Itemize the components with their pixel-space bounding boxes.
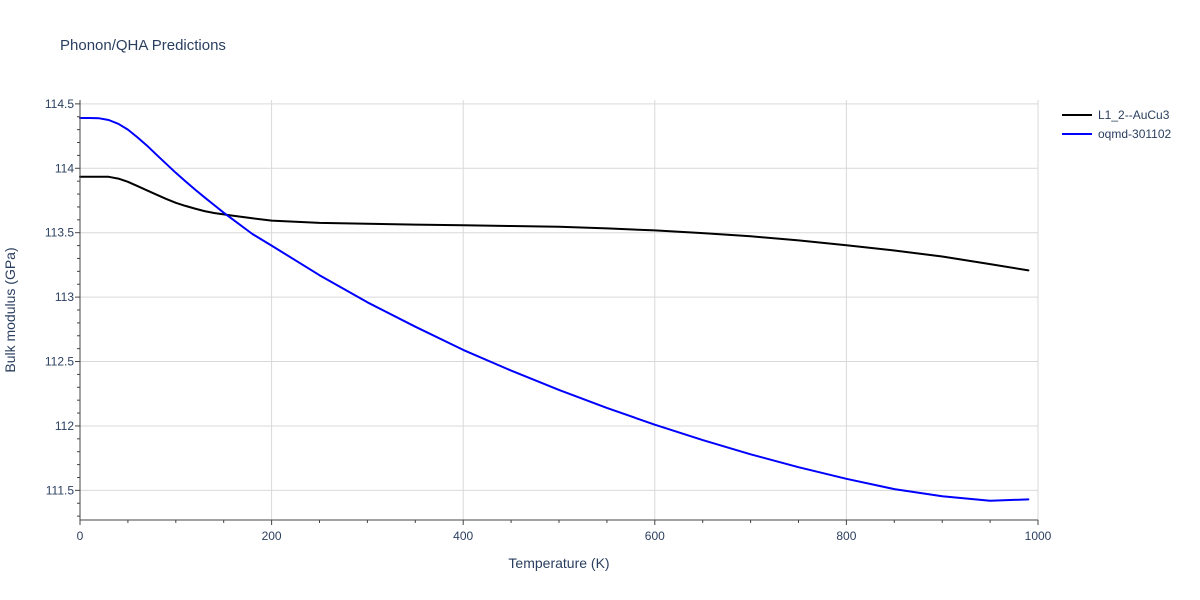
y-grid bbox=[80, 103, 1038, 491]
y-tick-label: 114 bbox=[55, 161, 74, 175]
y-axis: 111.5 112 112.5 113 113.5 114 114.5 bbox=[45, 97, 80, 517]
x-grid bbox=[271, 100, 1039, 520]
x-axis-title: Temperature (K) bbox=[508, 555, 609, 571]
series-line-0 bbox=[79, 175, 1030, 272]
legend-label: oqmd-301102 bbox=[1098, 127, 1171, 141]
x-tick-label: 600 bbox=[645, 529, 665, 543]
x-tick-label: 800 bbox=[836, 529, 856, 543]
legend-label: L1_2--AuCu3 bbox=[1098, 108, 1170, 122]
y-tick-label: 112 bbox=[55, 419, 74, 433]
chart-title: Phonon/QHA Predictions bbox=[60, 37, 226, 54]
x-tick-label: 1000 bbox=[1025, 529, 1052, 543]
y-tick-label: 114.5 bbox=[45, 97, 74, 111]
legend-item[interactable]: oqmd-301102 bbox=[1062, 127, 1171, 141]
series-line-1 bbox=[79, 117, 1030, 502]
x-tick-label: 0 bbox=[77, 529, 84, 543]
y-tick-label: 113 bbox=[55, 290, 74, 304]
legend-item[interactable]: L1_2--AuCu3 bbox=[1062, 108, 1170, 122]
y-tick-label: 112.5 bbox=[45, 355, 74, 369]
y-axis-title: Bulk modulus (GPa) bbox=[2, 247, 18, 372]
x-axis: 0 200 400 600 800 1000 bbox=[77, 520, 1052, 543]
y-tick-label: 111.5 bbox=[46, 483, 75, 497]
legend[interactable]: L1_2--AuCu3 oqmd-301102 bbox=[1062, 108, 1171, 141]
plot-area bbox=[79, 117, 1030, 502]
x-tick-label: 400 bbox=[453, 529, 473, 543]
y-tick-label: 113.5 bbox=[45, 226, 74, 240]
x-tick-label: 200 bbox=[262, 529, 282, 543]
